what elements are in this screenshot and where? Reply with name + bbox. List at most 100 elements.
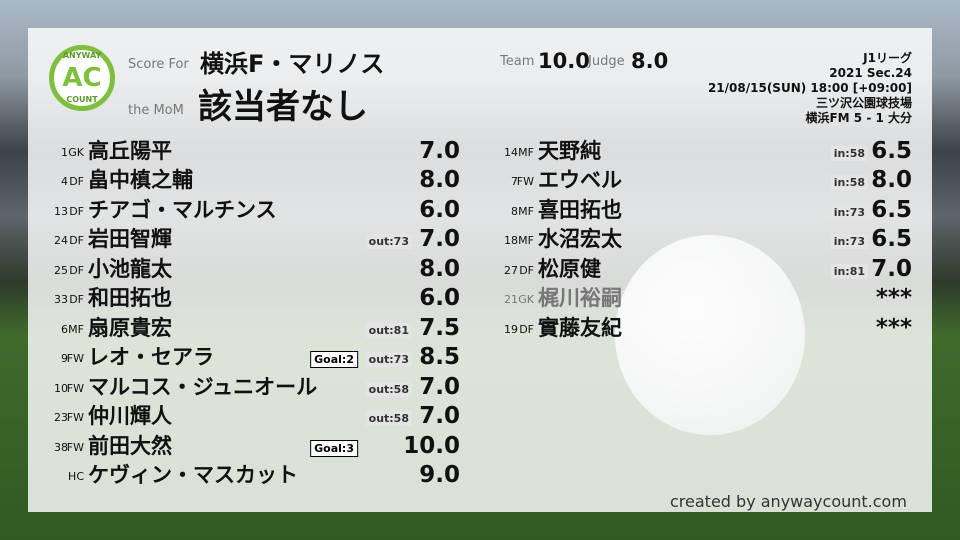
position: FW [66,411,84,425]
score: 8.0 [871,167,912,194]
player-name: ケヴィン・マスカット [88,462,298,487]
score: 9.0 [419,461,460,488]
score: 8.0 [419,167,460,194]
label: Team [500,54,535,69]
number: 14 [504,146,518,159]
player-name: チアゴ・マルチンス [88,197,277,222]
sub-badge: out:73 [365,352,412,368]
position: MF [68,322,84,336]
match-info: 三ツ沢公園球技場 [815,96,912,110]
player-name: 水沼宏太 [538,227,622,252]
logo-bottom: COUNT [66,95,98,104]
player-name: レオ・セアラ [88,345,214,370]
sub-badge: out:58 [365,381,412,397]
sub-badge: out:73 [365,234,412,250]
position: GK [68,146,84,159]
position: MF [518,146,534,159]
match-info: 21/08/15(SUN) 18:00 [+09:00] [707,81,912,95]
player-name: 松原健 [538,256,601,281]
player-name: 實藤友紀 [538,315,622,340]
label: the MoM [128,103,184,118]
score: 10.0 [403,432,460,459]
player-name: 畠中槙之輔 [88,168,193,193]
mom: 該当者なし [198,87,368,127]
label: Judge [588,54,625,69]
sub-badge: out:58 [365,411,412,427]
player-name: 岩田智輝 [88,227,172,252]
sub-badge: in:73 [830,204,868,220]
number: 10 [54,381,68,395]
position: FW [66,381,84,395]
number: 6 [61,322,68,336]
number: 8 [511,204,518,218]
number: 27 [504,263,518,277]
score: 8.5 [419,344,460,371]
number: 7 [511,175,518,189]
score: *** [875,314,912,341]
sub-badge: out:81 [365,322,412,338]
score: 6.0 [419,196,460,223]
number: 19 [504,322,518,336]
logo [49,45,115,111]
position: MF [518,234,534,248]
score: 7.0 [419,403,460,430]
player-name: 天野純 [538,139,601,163]
position: DF [519,322,534,336]
position: HC [68,469,84,483]
player-name: 小池龍太 [88,256,172,281]
position: DF [69,293,84,307]
player-name: 高丘陽平 [88,139,172,163]
number: 38 [54,440,68,454]
position: DF [519,263,534,277]
score: 6.0 [419,285,460,312]
sub-badge: in:81 [830,263,868,279]
team: 横浜F・マリノス [200,50,385,78]
match-info: 2021 Sec.24 [829,66,912,80]
position: FW [516,175,534,189]
score: 6.5 [871,196,912,223]
position: FW [66,440,84,454]
player-name: 扇原貴宏 [88,315,172,340]
player-name: 喜田拓也 [538,197,622,222]
label: Score For [128,57,189,72]
score: 6.5 [871,226,912,253]
match-info: J1リーグ [863,51,912,65]
position: FW [66,352,84,366]
number: 9 [61,352,68,366]
number: 33 [54,293,68,307]
position: DF [69,263,84,277]
position: DF [69,204,84,218]
score: 7.0 [871,255,912,282]
team-score: 10.0 [538,49,590,73]
player-name: 前田大然 [88,433,172,458]
goal-badge: Goal:2 [310,351,358,369]
logo-top: ANYWAY [62,51,102,60]
score: 7.5 [419,314,460,341]
position: GK [518,293,534,307]
logo-mark: AC [62,63,102,93]
number: 13 [54,204,68,218]
position: DF [69,234,84,248]
footer: created by anywaycount.com [670,492,907,511]
number: 18 [504,234,518,248]
number: 21 [504,293,518,307]
position: MF [518,204,534,218]
sub-badge: in:58 [830,175,868,191]
sub-badge: in:58 [830,146,868,161]
player-name: 和田拓也 [88,286,172,311]
goal-badge: Goal:3 [310,439,358,457]
judge-score: 8.0 [631,49,669,73]
score: 7.0 [419,138,460,164]
player-name: 仲川輝人 [88,404,172,429]
number: 23 [54,411,68,425]
number: 4 [61,175,68,189]
panel [28,28,932,512]
score: 6.5 [871,138,912,164]
number: 1 [61,146,68,159]
score: 7.0 [419,226,460,253]
player-name: エウベル [538,168,622,193]
number: 24 [54,234,68,248]
player-name: マルコス・ジュニオール [88,374,318,399]
number: 25 [54,263,68,277]
position: DF [69,175,84,189]
